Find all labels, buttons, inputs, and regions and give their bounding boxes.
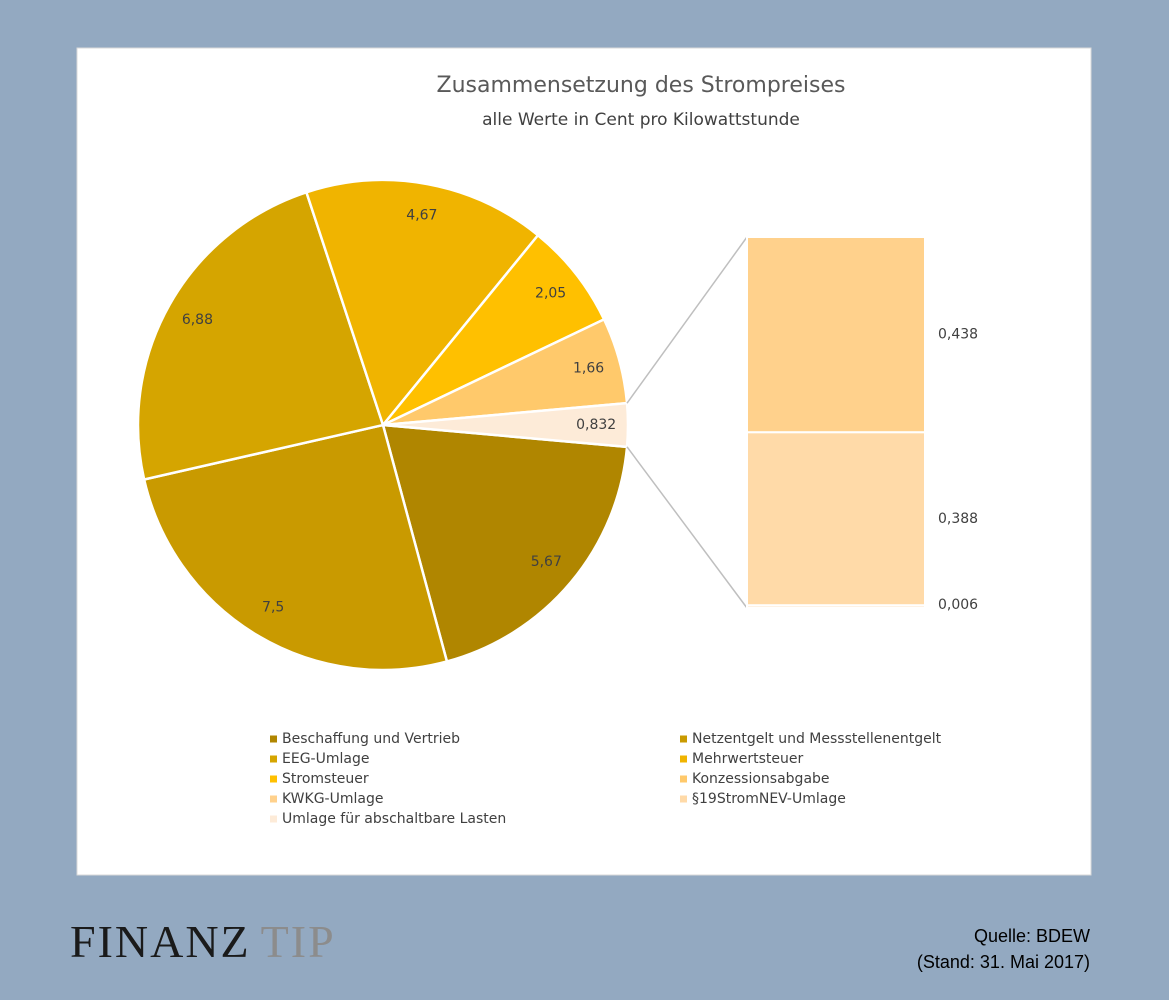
legend-label: Netzentgelt und Messstellenentgelt [692,731,942,747]
data-label: 5,67 [531,554,562,570]
legend-swatch [270,815,277,823]
data-label: 7,5 [262,600,284,616]
legend-label: Stromsteuer [282,771,369,787]
logo: FINANZ TIP [70,916,336,967]
legend-label: Umlage für abschaltbare Lasten [282,811,506,827]
pie-slice [382,233,606,427]
secondary-bar-segment [746,604,926,610]
pie-slice [142,423,449,672]
connector [626,446,748,609]
legend-label: Konzessionsabgabe [692,771,830,787]
legend-label: KWKG-Umlage [282,791,383,807]
legend-swatch [680,755,687,763]
legend-label: EEG-Umlage [282,751,369,767]
legend-label: Beschaffung und Vertrieb [282,731,460,747]
legend-swatch [680,775,687,783]
source-date: (Stand: 31. Mai 2017) [917,952,1090,972]
chart-subtitle: alle Werte in Cent pro Kilowattstunde [482,110,800,130]
source: Quelle: BDEW [974,926,1090,946]
secondary-bar-segment [746,431,926,607]
legend-swatch [680,795,687,803]
data-label: 0,832 [576,417,616,433]
connector [626,236,748,404]
pie-slice [381,423,629,664]
legend-swatch [270,775,277,783]
data-label: 0,438 [938,327,978,343]
data-label: 0,006 [938,597,978,613]
data-label: 4,67 [406,207,437,223]
pie-slice [382,401,630,449]
legend-swatch [270,795,277,803]
legend-label: Mehrwertsteuer [692,751,804,767]
legend-swatch [680,735,687,743]
pie-slice [304,178,540,428]
data-label: 1,66 [573,361,604,377]
data-label: 2,05 [535,285,566,301]
logo-right: TIP [261,916,336,967]
legend-label: §19StromNEV-Umlage [692,791,846,807]
pie-slice [136,190,385,482]
chart-title: Zusammensetzung des Strompreises [437,73,846,98]
data-label: 0,388 [938,511,978,527]
secondary-bar-segment [746,236,926,434]
legend-swatch [270,755,277,763]
legend-swatch [270,735,277,743]
data-label: 6,88 [182,312,213,328]
logo-left: FINANZ [70,916,251,967]
